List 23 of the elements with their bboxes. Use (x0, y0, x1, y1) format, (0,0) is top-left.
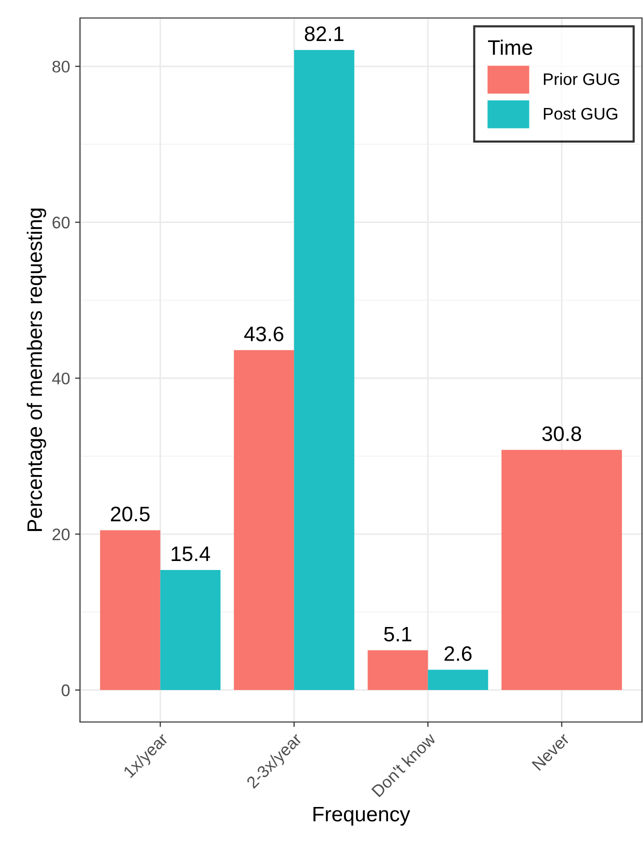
legend-label: Post GUG (544, 108, 618, 120)
data-label: 43.6 (244, 326, 284, 342)
bar (368, 650, 428, 690)
data-label: 30.8 (542, 426, 582, 442)
bar (100, 530, 160, 690)
y-tick-label: 0 (62, 684, 70, 696)
y-axis-title: Percentage of members requesting (26, 208, 46, 531)
data-label: 20.5 (110, 506, 150, 522)
bar (234, 350, 294, 690)
bar (160, 570, 220, 690)
y-tick-label: 20 (52, 528, 70, 540)
bar (428, 670, 488, 690)
y-tick-label: 80 (52, 60, 70, 73)
legend-title: Time (488, 40, 532, 55)
data-label: 82.1 (304, 26, 344, 42)
legend-label: Prior GUG (544, 72, 620, 86)
y-tick-label: 40 (52, 372, 70, 384)
x-axis-title: Frequency (314, 806, 410, 826)
data-label: 2.6 (444, 646, 472, 661)
bar (294, 50, 354, 690)
y-tick-label: 60 (52, 216, 70, 228)
data-label: 15.4 (172, 546, 210, 562)
data-label: 5.1 (384, 626, 412, 642)
